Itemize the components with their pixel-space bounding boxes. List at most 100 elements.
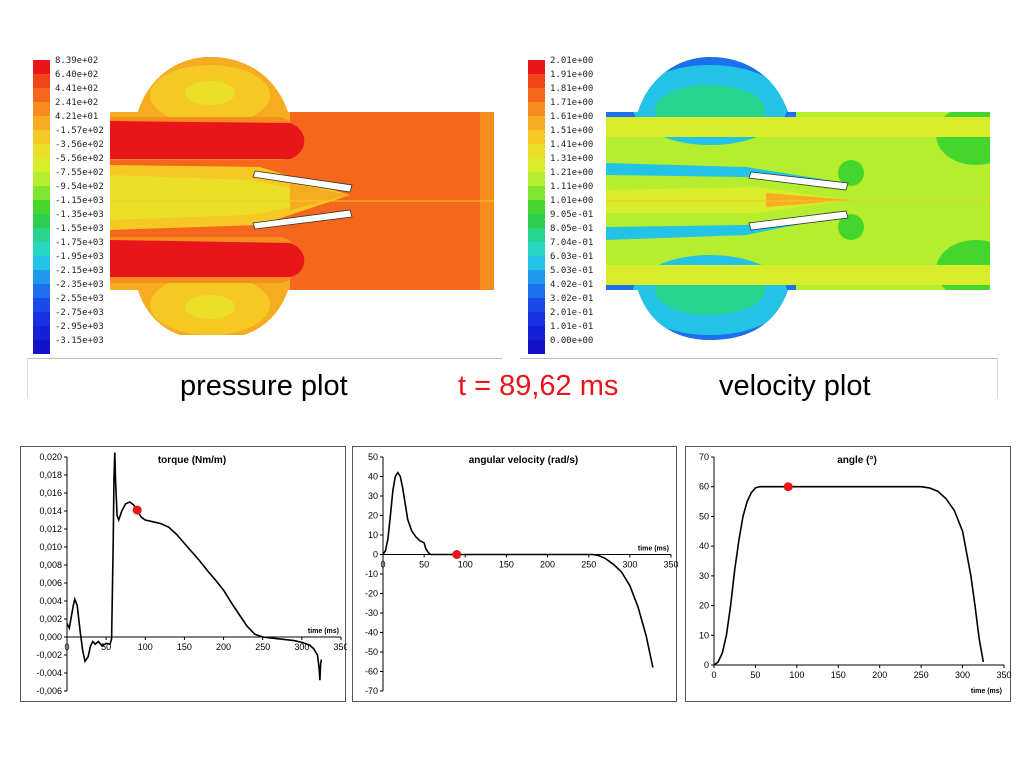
pressure-legend-swatch [33, 116, 50, 130]
series-line [66, 452, 323, 681]
velocity-caption: velocity plot [719, 370, 871, 402]
pressure-legend-swatch [33, 172, 50, 186]
y-tick-label: 10 [699, 630, 709, 640]
divider-left [27, 358, 502, 359]
pressure-legend-label: -1.35e+03 [55, 210, 104, 220]
pressure-legend-swatch [33, 214, 50, 228]
velocity-legend-label: 0.00e+00 [550, 336, 594, 346]
x-tick-label: 250 [255, 642, 270, 652]
pressure-legend-swatch [33, 228, 50, 242]
pressure-caption: pressure plot [180, 370, 348, 402]
y-tick-label: 0,012 [39, 524, 62, 534]
y-tick-label: 20 [368, 511, 378, 521]
velocity-legend-swatch [528, 74, 545, 88]
velocity-contour-plot [606, 57, 990, 340]
pressure-legend-label: -3.56e+02 [55, 140, 104, 150]
velocity-legend-label: 1.81e+00 [550, 84, 594, 94]
x-tick-label: 200 [216, 642, 231, 652]
y-tick-label: 40 [699, 541, 709, 551]
pressure-legend-label: 6.40e+02 [55, 70, 99, 80]
velocity-legend-swatch [528, 200, 545, 214]
x-tick-label: 250 [581, 560, 596, 570]
y-tick-label: -50 [365, 647, 378, 657]
y-tick-label: 0,000 [39, 632, 62, 642]
time-label: t = 89,62 ms [458, 370, 619, 402]
pressure-legend: 8.39e+02 6.40e+02 4.41e+02 2.41e+02 4.21e+01… [33, 57, 153, 354]
x-tick-label: 200 [540, 560, 555, 570]
x-tick-label: 100 [138, 642, 153, 652]
angle-chart: angle (°) 0 10 20 30 40 50 60 70 0 50 100 150 200 250 3… [685, 446, 1012, 702]
y-tick-label: 70 [699, 452, 709, 462]
y-tick-label: 10 [368, 530, 378, 540]
velocity-legend-label: 6.03e-01 [550, 252, 594, 262]
frame-right-edge [997, 358, 998, 398]
pressure-legend-swatch [33, 186, 50, 200]
pressure-legend-swatch [33, 242, 50, 256]
pressure-legend-label: 4.41e+02 [55, 84, 99, 94]
y-tick-label: 50 [368, 452, 378, 462]
current-time-marker [452, 550, 462, 559]
y-tick-label: -40 [365, 628, 378, 638]
velocity-legend-swatch [528, 172, 545, 186]
pressure-legend-swatch [33, 256, 50, 270]
x-tick-label: 300 [294, 642, 309, 652]
velocity-legend-swatch [528, 116, 545, 130]
frame-left-edge [27, 358, 28, 398]
chart-title: angular velocity (rad/s) [469, 455, 578, 466]
velocity-legend-swatch [528, 270, 545, 284]
y-tick-label: 0,008 [39, 560, 62, 570]
y-tick-label: 60 [699, 482, 709, 492]
y-tick-label: 0,014 [39, 506, 62, 516]
x-axis-label: time (ms) [638, 546, 669, 553]
pressure-legend-swatch [33, 74, 50, 88]
y-tick-label: -0,002 [36, 650, 62, 660]
y-tick-label: 0,006 [39, 578, 62, 588]
x-tick-label: 0 [711, 670, 716, 680]
y-tick-label: 50 [699, 511, 709, 521]
y-tick-label: 0,018 [39, 470, 62, 480]
velocity-legend-label: 5.03e-01 [550, 266, 594, 276]
series-line [713, 485, 985, 666]
x-tick-label: 50 [101, 642, 111, 652]
pressure-legend-swatch [33, 158, 50, 172]
pressure-legend-swatch [33, 130, 50, 144]
x-tick-label: 250 [914, 670, 929, 680]
velocity-legend-swatch [528, 102, 545, 116]
velocity-legend-swatch [528, 284, 545, 298]
velocity-legend-label: 1.61e+00 [550, 112, 594, 122]
pressure-legend-label: -9.54e+02 [55, 182, 104, 192]
pressure-legend-swatch [33, 284, 50, 298]
y-tick-label: -10 [365, 569, 378, 579]
x-tick-label: 350 [663, 560, 678, 570]
pressure-legend-label: -2.95e+03 [55, 322, 104, 332]
velocity-legend: 2.01e+00 1.91e+00 1.81e+00 1.71e+00 1.61e+00… [528, 57, 648, 354]
y-tick-label: 0 [373, 550, 378, 560]
pressure-legend-swatch [33, 340, 50, 354]
y-tick-label: 30 [699, 571, 709, 581]
pressure-legend-label: 4.21e+01 [55, 112, 99, 122]
pressure-contour-plot [110, 57, 494, 335]
y-tick-label: 0 [704, 660, 709, 670]
velocity-legend-swatch [528, 144, 545, 158]
pressure-legend-label: -3.15e+03 [55, 336, 104, 346]
velocity-legend-label: 3.02e-01 [550, 294, 594, 304]
velocity-legend-swatch [528, 326, 545, 340]
velocity-legend-label: 1.91e+00 [550, 70, 594, 80]
series-line [382, 471, 654, 668]
x-tick-label: 350 [333, 642, 347, 652]
pressure-legend-swatch [33, 102, 50, 116]
chart-title: angle (°) [837, 455, 877, 466]
pressure-legend-swatch [33, 60, 50, 74]
pressure-legend-swatch [33, 270, 50, 284]
x-tick-label: 0 [64, 642, 69, 652]
y-tick-label: -20 [365, 589, 378, 599]
velocity-legend-swatch [528, 214, 545, 228]
pressure-legend-label: -1.75e+03 [55, 238, 104, 248]
y-tick-label: 40 [368, 472, 378, 482]
y-tick-label: -70 [365, 686, 378, 696]
velocity-legend-swatch [528, 60, 545, 74]
pressure-legend-label: -2.15e+03 [55, 266, 104, 276]
pressure-legend-label: -1.55e+03 [55, 224, 104, 234]
y-tick-label: 0,002 [39, 614, 62, 624]
y-tick-label: -60 [365, 667, 378, 677]
